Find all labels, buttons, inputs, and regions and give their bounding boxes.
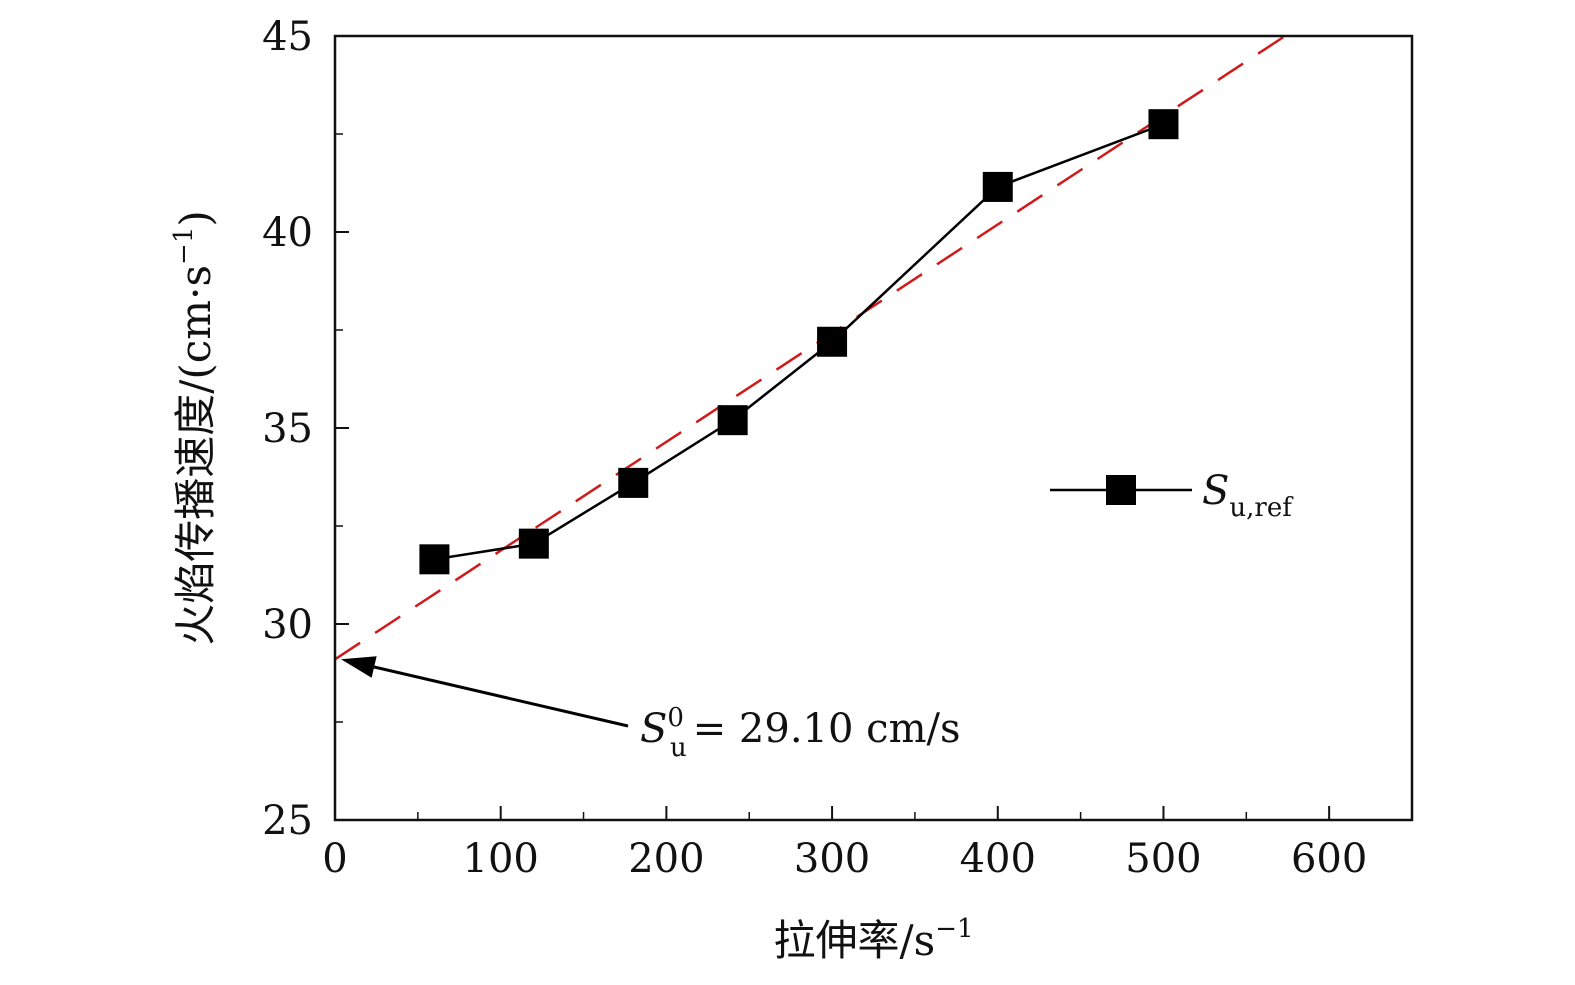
data-point (817, 326, 848, 357)
fit-line-layer (334, 34, 1286, 661)
x-tick-labels: 0 100 200 300 400 500 600 (322, 836, 1367, 882)
annotation-label-sup: 0 (667, 703, 684, 733)
data-point (1148, 109, 1179, 140)
data-point (518, 528, 549, 559)
x-tick-label: 500 (1125, 836, 1201, 882)
legend-marker (1106, 475, 1136, 505)
major-ticks (334, 35, 1331, 821)
minor-ticks (335, 133, 1248, 820)
y-tick-label: 25 (262, 798, 313, 844)
y-tick-label: 30 (262, 602, 313, 648)
y-tick-label: 40 (262, 210, 313, 256)
y-axis-title-sup: −1 (169, 227, 199, 265)
annotation-label-rest: = 29.10 cm/s (693, 706, 961, 752)
data-point (982, 171, 1013, 202)
x-axis-title: 拉伸率/s−1 (773, 914, 973, 965)
series-line (434, 123, 1164, 561)
data-point (717, 405, 748, 436)
x-tick-label: 100 (463, 836, 539, 882)
y-tick-label: 35 (262, 406, 313, 452)
x-tick-label: 300 (794, 836, 870, 882)
x-tick-label: 600 (1291, 836, 1367, 882)
annotation-arrow-head (341, 656, 377, 678)
x-tick-label: 400 (960, 836, 1036, 882)
fit-line (334, 34, 1286, 661)
annotation-label: S0 u = 29.10 cm/s (640, 703, 961, 763)
y-tick-label: 45 (262, 14, 313, 60)
plot-frame (333, 34, 1414, 822)
legend-label-main: S (1202, 468, 1229, 514)
y-tick-labels: 25 30 35 40 45 (262, 14, 313, 844)
legend-label-sub: u,ref (1229, 493, 1294, 523)
y-axis-title-close: ) (171, 210, 220, 226)
x-tick-label: 0 (322, 836, 347, 882)
series-layer (419, 109, 1179, 575)
data-point (618, 467, 649, 498)
y-axis-title: 火焰传播速度/(cm·s−1) (169, 210, 220, 646)
legend-label: Su,ref (1202, 468, 1294, 523)
legend: Su,ref (1050, 468, 1294, 523)
y-axis-title-main: 火焰传播速度/(cm·s (171, 265, 220, 646)
intercept-annotation: S0 u = 29.10 cm/s (341, 656, 961, 763)
annotation-label-sub: u (670, 733, 687, 763)
x-tick-label: 200 (628, 836, 704, 882)
data-point (419, 544, 450, 575)
x-axis-title-main: 拉伸率/s (773, 916, 935, 965)
annotation-label-main: S (640, 706, 667, 752)
x-axis-title-sup: −1 (935, 914, 973, 944)
annotation-arrow-line (373, 665, 629, 728)
